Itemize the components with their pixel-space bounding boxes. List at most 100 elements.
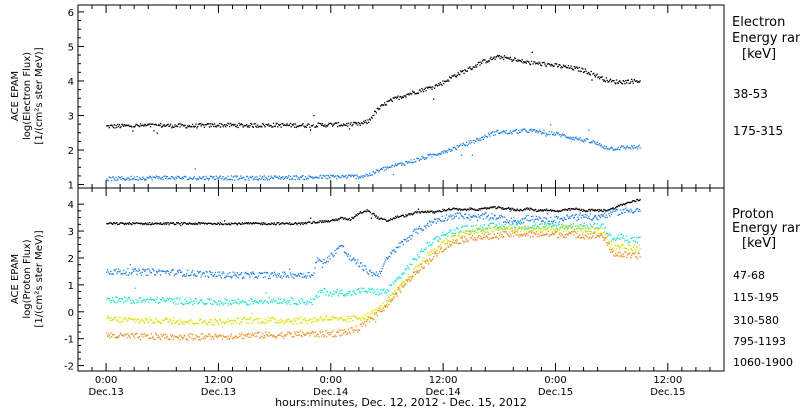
data-point: [267, 175, 270, 177]
data-point: [430, 260, 432, 262]
data-point: [316, 257, 318, 259]
data-point: [137, 179, 139, 181]
data-point: [614, 149, 616, 151]
data-point: [417, 254, 419, 256]
data-point: [111, 273, 113, 275]
data-point: [244, 124, 246, 127]
data-point: [555, 63, 557, 65]
data-point: [329, 177, 331, 179]
data-point: [503, 208, 506, 210]
data-point: [131, 318, 133, 320]
data-point: [328, 319, 330, 322]
data-point: [173, 275, 175, 277]
data-point: [577, 208, 579, 210]
data-point: [462, 142, 464, 144]
x-tick-time-label: 12:00: [653, 375, 682, 386]
data-point: [184, 124, 186, 126]
data-point: [207, 298, 209, 300]
data-point: [627, 241, 629, 243]
data-point: [188, 222, 190, 224]
data-point: [439, 153, 442, 156]
data-point: [374, 274, 377, 276]
data-point: [413, 91, 415, 93]
data-point: [609, 148, 611, 150]
data-point: [239, 124, 241, 126]
data-point: [304, 222, 307, 224]
data-point: [277, 273, 279, 275]
data-point: [461, 235, 463, 238]
data-point: [468, 140, 470, 142]
data-point: [390, 301, 392, 303]
data-point: [618, 148, 620, 150]
data-point: [317, 319, 319, 321]
data-point: [215, 320, 217, 322]
data-point: [220, 335, 222, 337]
data-point: [495, 229, 497, 231]
data-point: [171, 336, 173, 338]
data-point: [283, 178, 285, 180]
data-point: [556, 66, 559, 68]
data-point: [107, 125, 110, 127]
data-point: [348, 128, 351, 130]
electron-ylabel-line3: [1/(cm²s ster MeV)]: [34, 47, 45, 144]
data-point: [224, 220, 226, 222]
data-point: [630, 237, 632, 239]
data-point: [320, 332, 322, 334]
data-point: [399, 162, 401, 165]
data-point: [497, 227, 500, 229]
data-point: [269, 301, 271, 303]
data-point: [582, 225, 584, 228]
data-point: [154, 322, 156, 324]
data-point: [178, 176, 180, 178]
data-point: [225, 177, 227, 179]
data-point: [107, 333, 110, 335]
data-point: [134, 268, 136, 270]
data-point: [133, 335, 135, 337]
data-point: [138, 222, 140, 224]
data-point: [339, 177, 341, 179]
data-point: [553, 219, 555, 222]
data-point: [432, 241, 434, 244]
data-point: [455, 227, 458, 229]
data-point: [297, 318, 299, 321]
data-point: [109, 272, 111, 275]
data-point: [477, 213, 479, 216]
data-point: [385, 104, 387, 106]
data-point: [449, 77, 452, 79]
data-point: [624, 204, 626, 206]
data-point: [315, 222, 318, 224]
data-point: [277, 222, 279, 224]
data-point: [391, 293, 393, 295]
data-point: [211, 303, 213, 306]
data-point: [542, 226, 544, 228]
data-point: [630, 208, 632, 210]
data-point: [515, 233, 517, 236]
data-point: [314, 298, 316, 300]
data-point: [613, 208, 615, 210]
data-point: [384, 218, 386, 220]
data-point: [523, 227, 525, 229]
data-point: [474, 209, 476, 211]
data-point: [288, 178, 291, 181]
data-point: [121, 123, 123, 125]
data-point: [533, 61, 535, 63]
data-point: [288, 222, 291, 224]
data-point: [484, 228, 486, 230]
data-point: [624, 83, 626, 85]
data-point: [492, 206, 495, 208]
data-point: [152, 299, 154, 301]
data-point: [249, 333, 251, 335]
data-point: [352, 329, 354, 331]
data-point: [152, 322, 154, 324]
data-point: [444, 248, 446, 251]
data-point: [346, 177, 348, 179]
data-point: [323, 336, 325, 338]
data-point: [397, 163, 399, 165]
data-point: [481, 232, 484, 234]
data-point: [356, 288, 358, 291]
data-point: [171, 323, 173, 325]
data-point: [153, 270, 155, 272]
data-point: [289, 319, 292, 322]
data-point: [474, 230, 476, 232]
data-point: [111, 299, 113, 301]
